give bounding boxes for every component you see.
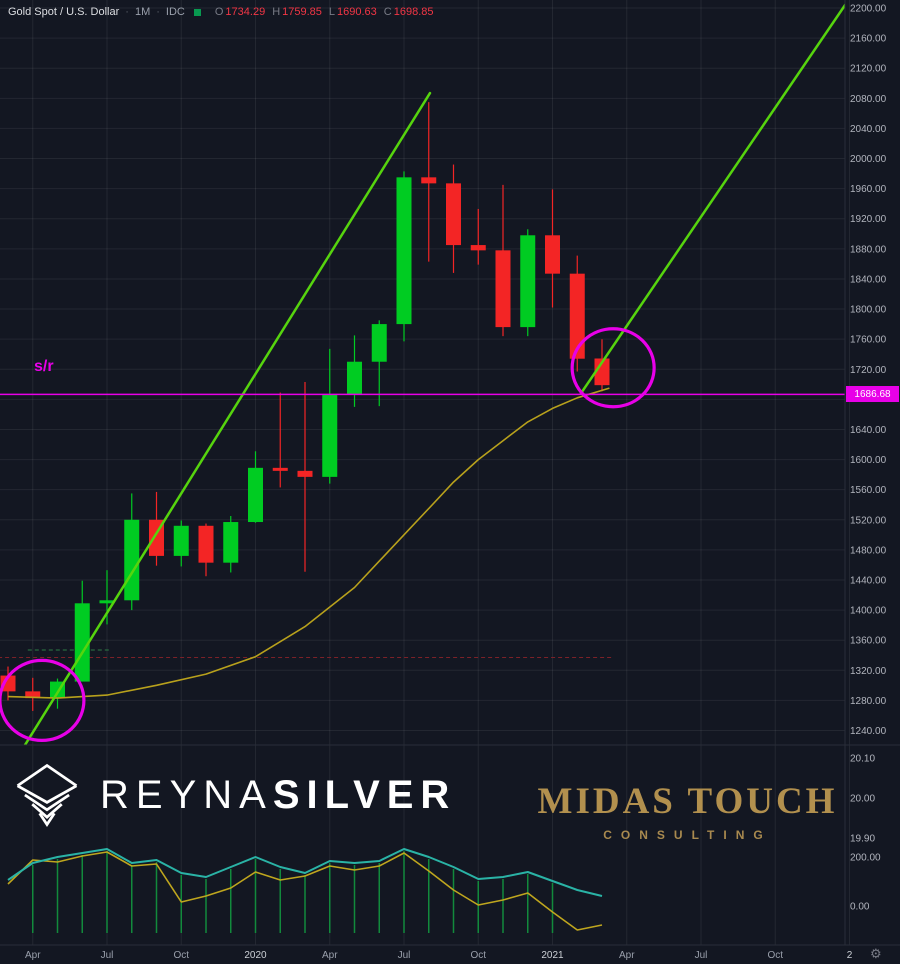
- time-axis-label[interactable]: 2021: [541, 950, 564, 961]
- legend-separator: ·: [125, 6, 129, 18]
- price-tick-label: 1520.00: [850, 515, 887, 526]
- sub-axis-label: 0.00: [850, 902, 870, 913]
- highlight-circle[interactable]: [570, 327, 656, 409]
- price-tick-label: 2040.00: [850, 124, 887, 135]
- candle-body: [520, 235, 536, 328]
- candle-body: [470, 245, 486, 251]
- candle-body: [297, 470, 313, 477]
- time-gridlines: [32, 0, 850, 945]
- sr-price-tag: 1686.68: [846, 386, 899, 402]
- price-tick-label: 1840.00: [850, 274, 887, 285]
- candle-body: [322, 394, 338, 477]
- candle-body: [74, 603, 90, 682]
- time-axis-label[interactable]: Oct: [767, 950, 783, 961]
- price-gridlines: 2200.00 2160.00 2120.00 2080.00 2040.00 2000.…: [0, 4, 887, 737]
- candle-body: [371, 324, 387, 362]
- price-tick-label: 1280.00: [850, 696, 887, 707]
- price-tick-label: 1800.00: [850, 305, 887, 316]
- candle-body: [347, 361, 362, 395]
- main-plot: [0, 0, 859, 764]
- candle-body: [594, 358, 610, 386]
- high-label: H: [272, 6, 281, 18]
- low-label: L: [328, 6, 336, 18]
- time-axis-label[interactable]: 2020: [244, 950, 267, 961]
- time-axis-label[interactable]: Apr: [619, 950, 635, 961]
- sub-axis-label: 200.00: [850, 853, 881, 864]
- time-axis-label[interactable]: Apr: [322, 950, 338, 961]
- candle-body: [446, 183, 461, 246]
- price-tick-label: 2160.00: [850, 34, 887, 45]
- indicator-panel: [7, 848, 603, 933]
- price-tick-label: 1880.00: [850, 244, 887, 255]
- candle-body: [223, 522, 239, 563]
- price-tick-label: 2080.00: [850, 94, 887, 105]
- symbol-title[interactable]: Gold Spot / U.S. Dollar: [8, 6, 120, 18]
- price-tick-label: 1240.00: [850, 726, 887, 737]
- candle-body: [545, 235, 560, 274]
- low-value: 1690.63: [337, 6, 377, 18]
- exchange-label: IDC: [165, 6, 185, 18]
- price-tick-label: 1400.00: [850, 606, 887, 617]
- price-tick-label: 1960.00: [850, 184, 887, 195]
- price-tick-label: 1600.00: [850, 455, 887, 466]
- candle-body: [569, 273, 585, 359]
- open-value: 1734.29: [225, 6, 266, 18]
- sub-axis-label: 20.00: [850, 794, 875, 805]
- time-axis-label[interactable]: 2: [847, 950, 853, 961]
- candle-body: [124, 519, 140, 601]
- price-tick-label: 1920.00: [850, 214, 887, 225]
- moving-average-line: [7, 387, 610, 699]
- candle-body: [421, 177, 437, 184]
- time-axis-label[interactable]: Oct: [173, 950, 189, 961]
- open-label: O: [214, 6, 224, 18]
- high-value: 1759.85: [282, 6, 322, 18]
- price-tick-label: 1360.00: [850, 636, 887, 647]
- trendline[interactable]: [579, 0, 859, 395]
- time-axis-label[interactable]: Jul: [398, 950, 411, 961]
- candles-layer: [0, 102, 610, 711]
- sr-annotation[interactable]: s/r: [34, 358, 54, 375]
- candle-body: [396, 177, 412, 325]
- time-axis-label[interactable]: Jul: [695, 950, 708, 961]
- candle-body: [198, 525, 214, 563]
- price-tick-label: 1640.00: [850, 425, 887, 436]
- price-tick-label: 1720.00: [850, 365, 887, 376]
- close-label: C: [383, 6, 392, 18]
- legend-separator: ·: [156, 6, 160, 18]
- price-tick-label: 2120.00: [850, 64, 887, 75]
- symbol-legend[interactable]: Gold Spot / U.S. Dollar · 1M · IDC O 1734…: [8, 6, 434, 18]
- price-tick-label: 2200.00: [850, 4, 887, 15]
- time-axis-label[interactable]: Oct: [470, 950, 486, 961]
- ohlc-values: O 1734.29 H 1759.85 L 1690.63 C 1698.85: [210, 6, 434, 18]
- interval-label[interactable]: 1M: [134, 6, 151, 18]
- candle-body: [173, 525, 189, 556]
- close-value: 1698.85: [393, 6, 434, 18]
- price-tick-label: 1560.00: [850, 485, 887, 496]
- price-tick-label: 1480.00: [850, 545, 887, 556]
- sub-axis-label: 20.10: [850, 754, 875, 765]
- candle-body: [495, 250, 511, 328]
- candle-body: [99, 600, 115, 604]
- sub-axis-label: 19.90: [850, 834, 875, 845]
- highlight-circle[interactable]: [0, 658, 86, 742]
- trendline[interactable]: [13, 91, 432, 764]
- price-tick-label: 1440.00: [850, 575, 887, 586]
- time-axis-label[interactable]: Apr: [25, 950, 41, 961]
- indicator-teal-line: [7, 848, 603, 897]
- candle-body: [272, 467, 288, 471]
- price-tick-label: 1320.00: [850, 666, 887, 677]
- price-tick-label: 1760.00: [850, 335, 887, 346]
- axis-settings-gear-icon[interactable]: ⚙: [870, 946, 882, 961]
- price-tick-label: 2000.00: [850, 154, 887, 165]
- time-axis-label[interactable]: Jul: [101, 950, 114, 961]
- market-status-icon: [193, 8, 201, 16]
- candle-body: [248, 467, 263, 523]
- indicator-yellow-line: [7, 851, 603, 931]
- candle-body: [25, 691, 41, 699]
